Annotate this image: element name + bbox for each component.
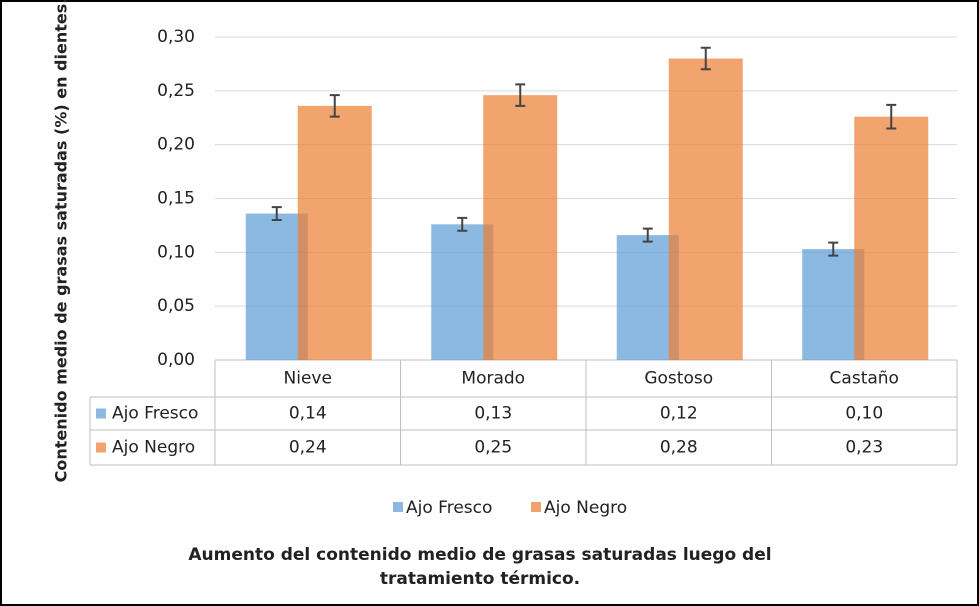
y-tick-label: 0,15	[157, 189, 195, 209]
table-series-name: Ajo Negro	[112, 438, 195, 458]
table-legend-swatch	[96, 408, 106, 419]
table-value: 0,12	[660, 404, 698, 424]
chart-title: Aumento del contenido medio de grasas sa…	[188, 545, 771, 565]
table-series-name: Ajo Fresco	[112, 404, 198, 424]
error-bar	[828, 241, 839, 257]
table-value: 0,23	[845, 438, 883, 458]
bar	[297, 105, 372, 360]
bar	[616, 235, 679, 360]
bar	[668, 58, 743, 361]
error-bar	[515, 83, 526, 107]
legend-label: Ajo Fresco	[406, 498, 492, 518]
table-legend-swatch	[96, 442, 106, 453]
bar	[431, 224, 494, 360]
x-tick-label: Castaño	[830, 369, 899, 389]
table-value: 0,25	[474, 438, 512, 458]
table-value: 0,13	[474, 404, 512, 424]
table-value: 0,28	[660, 438, 698, 458]
error-bar	[329, 94, 340, 118]
bar	[854, 116, 929, 360]
error-bar	[700, 46, 711, 71]
bar	[483, 95, 558, 360]
error-bar	[271, 206, 282, 222]
y-tick-label: 0,05	[157, 296, 195, 316]
x-tick-label: Nieve	[284, 369, 332, 389]
table-value: 0,14	[289, 404, 327, 424]
y-tick-label: 0,25	[157, 81, 195, 101]
error-bar	[886, 103, 897, 130]
y-axis-label: Contenido medio de grasas saturadas (%) …	[52, 0, 71, 482]
error-bar	[642, 227, 653, 243]
error-bar	[457, 216, 468, 232]
legend-swatch	[393, 502, 403, 512]
y-tick-label: 0,30	[157, 27, 195, 47]
bar	[802, 249, 865, 360]
legend-label: Ajo Negro	[544, 498, 627, 518]
y-tick-label: 0,20	[157, 135, 195, 155]
legend-swatch	[531, 502, 541, 512]
x-tick-label: Morado	[461, 369, 525, 389]
table-value: 0,24	[289, 438, 327, 458]
x-tick-label: Gostoso	[644, 369, 713, 389]
y-tick-label: 0,00	[157, 350, 195, 370]
y-tick-label: 0,10	[157, 242, 195, 262]
chart-subtitle: tratamiento térmico.	[380, 569, 580, 589]
table-value: 0,10	[845, 404, 883, 424]
bar	[245, 213, 308, 360]
